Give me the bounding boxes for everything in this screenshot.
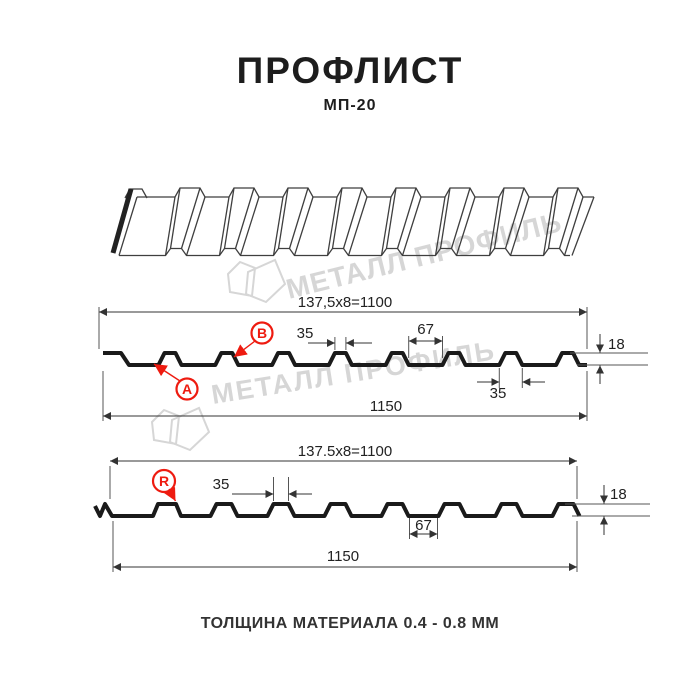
material-thickness-note: ТОЛЩИНА МАТЕРИАЛА 0.4 - 0.8 ММ — [200, 615, 500, 632]
marker-a: A — [153, 363, 199, 401]
marker-a-leader — [153, 363, 181, 382]
extension-lines — [109, 466, 650, 572]
marker-a-letter: A — [182, 381, 192, 397]
watermark-brand-text: МЕТАЛЛ ПРОФИЛЬ — [209, 335, 498, 410]
dim-rib-top-label: 35 — [213, 476, 230, 493]
dim-module-label: 137.5x8=1100 — [298, 443, 392, 460]
marker-b: B — [233, 321, 274, 358]
marker-r-letter: R — [159, 473, 169, 489]
marker-r-circle — [151, 468, 177, 494]
dim-overall-label: 1150 — [370, 398, 402, 415]
page-title: ПРОФЛИСТ — [236, 50, 464, 91]
sheet-left-dark-edge — [110, 188, 134, 254]
dim-height-label: 18 — [608, 336, 625, 353]
sheet-3d-drawing — [110, 187, 595, 257]
sheet-bottom-edge — [119, 247, 570, 257]
brand-logo-icon — [227, 259, 286, 303]
marker-b-leader — [233, 340, 256, 358]
dim-groove-label: 67 — [417, 321, 434, 338]
marker-b-letter: B — [257, 325, 267, 341]
profile-top-view: 137,5x8=1100 35 67 18 35 1150 A B — [98, 294, 648, 421]
sheet-right-cut-edge — [571, 196, 595, 256]
sheet-rib-lines — [164, 187, 584, 256]
dim-height-label: 18 — [610, 486, 627, 503]
marker-r: R — [151, 468, 177, 502]
dim-rib-top-label: 35 — [297, 325, 314, 342]
dim-groove-label: 67 — [415, 517, 432, 534]
marker-b-circle — [250, 321, 274, 345]
marker-a-circle — [175, 377, 199, 401]
brand-logo-icon — [151, 407, 210, 451]
profile-bottom-view: 137.5x8=1100 35 67 18 1150 R — [93, 443, 650, 572]
dim-module-label: 137,5x8=1100 — [298, 294, 392, 311]
profile-cross-section — [93, 502, 582, 518]
dim-rib-bottom-label: 35 — [490, 385, 507, 402]
watermark-tile-2: МЕТАЛЛ ПРОФИЛЬ — [151, 335, 498, 451]
sheet-top-edge — [137, 187, 594, 198]
dim-overall-label: 1150 — [327, 548, 359, 565]
profile-cross-section — [103, 351, 587, 367]
product-code: МП-20 — [323, 97, 377, 114]
